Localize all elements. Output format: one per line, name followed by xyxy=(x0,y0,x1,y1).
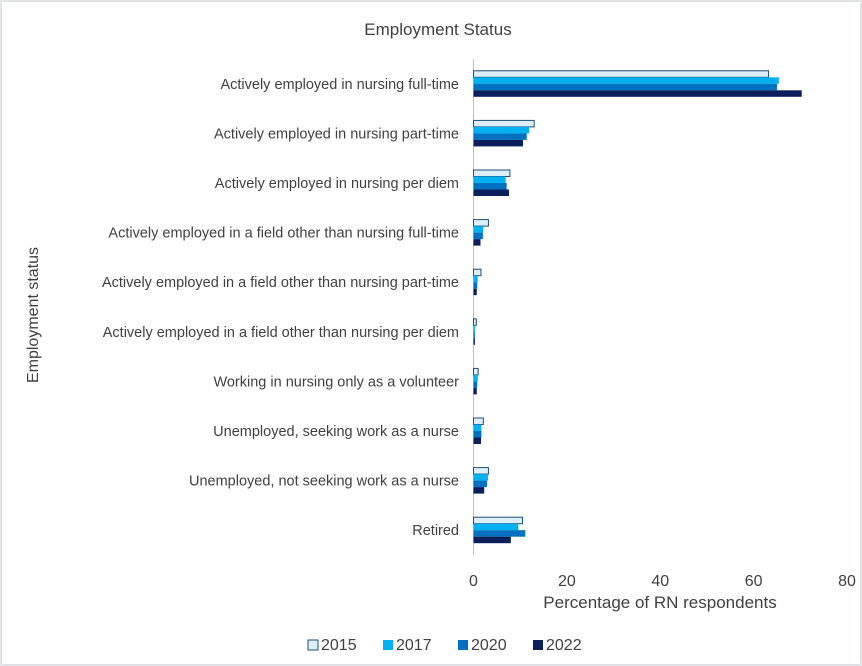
bar-2015 xyxy=(474,418,484,425)
x-tick-label: 40 xyxy=(651,573,669,590)
category-labels: Actively employed in nursing full-time Ac… xyxy=(102,77,459,539)
x-tick-label: 0 xyxy=(469,573,478,590)
bar-2017 xyxy=(474,325,475,332)
y-axis-label: Employment status xyxy=(25,247,42,383)
bar-2022 xyxy=(474,438,481,445)
bars xyxy=(474,71,802,543)
legend-label: 2020 xyxy=(471,637,507,654)
bar-2022 xyxy=(474,190,509,197)
bar-2022 xyxy=(474,289,477,296)
bar-2022 xyxy=(474,537,511,544)
legend-swatch-2015 xyxy=(308,640,318,650)
category-label: Actively employed in nursing full-time xyxy=(220,77,459,93)
bar-2017 xyxy=(474,127,530,133)
bar-2022 xyxy=(474,338,475,345)
legend-label: 2017 xyxy=(396,637,432,654)
x-tick-label: 80 xyxy=(838,573,856,590)
bar-2015 xyxy=(474,220,489,227)
bar-2022 xyxy=(474,239,481,246)
category-label: Actively employed in a field other than … xyxy=(102,275,459,291)
category-label: Actively employed in nursing part-time xyxy=(214,126,459,142)
bar-2020 xyxy=(474,381,478,388)
bar-2015 xyxy=(474,269,481,276)
bar-2015 xyxy=(474,319,477,326)
bar-2015 xyxy=(474,368,479,375)
legend-swatch-2020 xyxy=(458,640,468,650)
bar-2017 xyxy=(474,375,478,382)
bar-2015 xyxy=(474,170,510,177)
category-label: Actively employed in a field other than … xyxy=(108,226,459,242)
bar-2015 xyxy=(474,120,535,127)
bar-2022 xyxy=(474,140,523,147)
chart-title: Employment Status xyxy=(364,20,511,39)
bar-2020 xyxy=(474,481,488,488)
legend-label: 2015 xyxy=(321,637,357,654)
bar-2017 xyxy=(474,77,779,84)
category-label: Actively employed in nursing per diem xyxy=(215,176,459,192)
bar-2020 xyxy=(474,233,483,240)
bar-2017 xyxy=(474,177,506,184)
bar-2020 xyxy=(474,84,777,91)
bar-2022 xyxy=(474,487,485,494)
bar-2020 xyxy=(474,530,526,537)
bar-2015 xyxy=(474,468,489,475)
bar-2022 xyxy=(474,388,477,395)
bar-2022 xyxy=(474,90,802,97)
bar-2020 xyxy=(474,282,478,289)
x-tick-labels: 0 20 40 60 80 xyxy=(469,573,856,590)
bar-2017 xyxy=(474,524,519,531)
x-tick-label: 20 xyxy=(558,573,576,590)
bar-2017 xyxy=(474,474,488,481)
category-label: Unemployed, not seeking work as a nurse xyxy=(189,474,459,490)
category-label: Actively employed in a field other than … xyxy=(103,325,459,341)
bar-2017 xyxy=(474,226,484,233)
legend-swatch-2017 xyxy=(383,640,393,650)
bar-2020 xyxy=(474,183,507,190)
category-label: Unemployed, seeking work as a nurse xyxy=(213,424,459,440)
bar-2015 xyxy=(474,517,523,524)
bar-2017 xyxy=(474,425,482,432)
x-axis-label: Percentage of RN respondents xyxy=(543,593,776,612)
x-tick-label: 60 xyxy=(745,573,763,590)
legend-label: 2022 xyxy=(546,637,582,654)
bar-2017 xyxy=(474,276,478,283)
legend-swatch-2022 xyxy=(533,640,543,650)
bar-2020 xyxy=(474,431,482,438)
bar-2015 xyxy=(474,71,769,78)
bar-2020 xyxy=(474,332,475,339)
category-label: Working in nursing only as a volunteer xyxy=(213,374,459,390)
bar-2020 xyxy=(474,133,527,140)
legend: 2015 2017 2020 2022 xyxy=(308,637,582,654)
category-label: Retired xyxy=(412,523,459,539)
